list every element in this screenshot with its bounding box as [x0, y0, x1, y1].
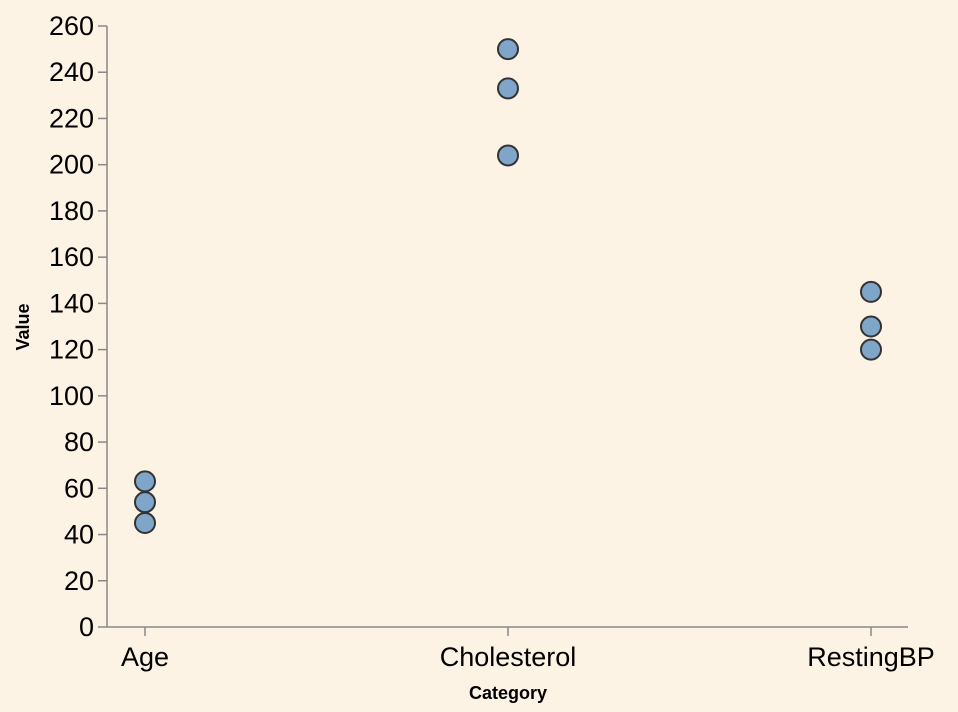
y-tick-label: 140: [49, 288, 94, 318]
y-tick-label: 120: [49, 335, 94, 365]
y-tick-label: 20: [64, 566, 94, 596]
data-point: [134, 491, 156, 514]
y-tick-label: 260: [49, 11, 94, 41]
y-tick-label: 0: [79, 612, 94, 642]
y-axis: 0 20 40 60 80 100 120 140 160 180 200 220 240 260: [49, 11, 108, 642]
data-point: [134, 470, 156, 493]
y-tick-label: 200: [49, 150, 94, 180]
data-point: [860, 338, 882, 361]
x-axis-title: Category: [469, 683, 547, 703]
data-points: [134, 38, 882, 534]
y-tick-label: 60: [64, 473, 94, 503]
data-point: [860, 280, 882, 303]
y-tick-label: 40: [64, 520, 94, 550]
data-point: [134, 511, 156, 534]
data-point: [497, 77, 519, 100]
x-tick-label: RestingBP: [807, 642, 935, 672]
y-tick-label: 80: [64, 427, 94, 457]
y-tick-label: 180: [49, 196, 94, 226]
x-axis: Age Cholesterol RestingBP: [107, 626, 935, 672]
x-tick-label: Age: [121, 642, 169, 672]
y-tick-label: 220: [49, 103, 94, 133]
x-tick-label: Cholesterol: [440, 642, 577, 672]
y-tick-label: 100: [49, 381, 94, 411]
data-point: [497, 144, 519, 167]
y-axis-title: Value: [13, 303, 33, 350]
data-point: [860, 315, 882, 338]
y-tick-label: 160: [49, 242, 94, 272]
y-tick-label: 240: [49, 57, 94, 87]
data-point: [497, 38, 519, 61]
